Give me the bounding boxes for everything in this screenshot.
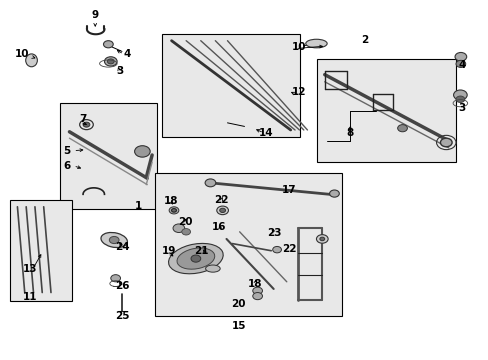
Circle shape: [455, 96, 464, 103]
Bar: [10, 200, 72, 301]
Circle shape: [109, 237, 119, 244]
Text: 10: 10: [291, 42, 305, 52]
Circle shape: [83, 122, 90, 127]
Text: 17: 17: [282, 185, 296, 195]
Text: 26: 26: [115, 282, 129, 292]
Circle shape: [103, 41, 113, 48]
Text: 5: 5: [63, 146, 70, 156]
Ellipse shape: [177, 248, 214, 269]
Circle shape: [397, 125, 407, 132]
Text: 15: 15: [231, 321, 245, 331]
Text: 20: 20: [231, 299, 245, 309]
Text: 25: 25: [115, 311, 129, 321]
Text: 16: 16: [211, 222, 226, 232]
Circle shape: [171, 208, 176, 212]
Ellipse shape: [205, 265, 220, 272]
Bar: [154, 173, 341, 316]
Text: 8: 8: [346, 128, 353, 138]
Text: 7: 7: [79, 113, 86, 123]
Text: 4: 4: [458, 60, 465, 70]
Text: 3: 3: [116, 66, 123, 76]
Text: 18: 18: [247, 279, 262, 289]
Circle shape: [252, 287, 262, 294]
Circle shape: [169, 207, 179, 214]
Circle shape: [440, 138, 451, 147]
Ellipse shape: [305, 39, 326, 48]
Circle shape: [455, 60, 465, 67]
Circle shape: [329, 190, 339, 197]
Circle shape: [182, 229, 190, 235]
Text: 4: 4: [123, 49, 130, 59]
Text: 23: 23: [267, 228, 281, 238]
Text: 13: 13: [23, 264, 38, 274]
Text: 10: 10: [15, 49, 29, 59]
Text: 6: 6: [63, 161, 70, 171]
Text: 22: 22: [213, 195, 228, 204]
Text: 12: 12: [291, 87, 305, 98]
Circle shape: [216, 206, 228, 215]
Circle shape: [104, 57, 117, 66]
Ellipse shape: [168, 243, 223, 274]
Ellipse shape: [101, 233, 127, 248]
Circle shape: [252, 293, 262, 300]
Bar: [162, 33, 300, 137]
Circle shape: [111, 275, 120, 282]
Circle shape: [454, 53, 466, 61]
Text: 3: 3: [458, 103, 465, 113]
Circle shape: [191, 255, 201, 262]
Bar: [317, 59, 455, 162]
Bar: [60, 103, 157, 208]
Text: 20: 20: [178, 217, 192, 227]
Text: 21: 21: [194, 247, 208, 256]
Circle shape: [316, 235, 327, 243]
Circle shape: [319, 237, 324, 241]
Text: 11: 11: [23, 292, 38, 302]
Text: 14: 14: [259, 128, 273, 138]
Circle shape: [272, 247, 281, 253]
Circle shape: [107, 59, 114, 64]
Text: 19: 19: [162, 247, 176, 256]
Text: 24: 24: [114, 242, 129, 252]
Circle shape: [204, 179, 215, 187]
Circle shape: [219, 208, 225, 212]
Text: 1: 1: [135, 201, 142, 211]
Ellipse shape: [26, 54, 37, 67]
Text: 2: 2: [361, 35, 368, 45]
Circle shape: [134, 146, 150, 157]
Circle shape: [173, 224, 184, 233]
Text: 18: 18: [163, 196, 178, 206]
Text: 9: 9: [91, 10, 99, 20]
Text: 22: 22: [282, 244, 296, 253]
Circle shape: [453, 90, 466, 100]
